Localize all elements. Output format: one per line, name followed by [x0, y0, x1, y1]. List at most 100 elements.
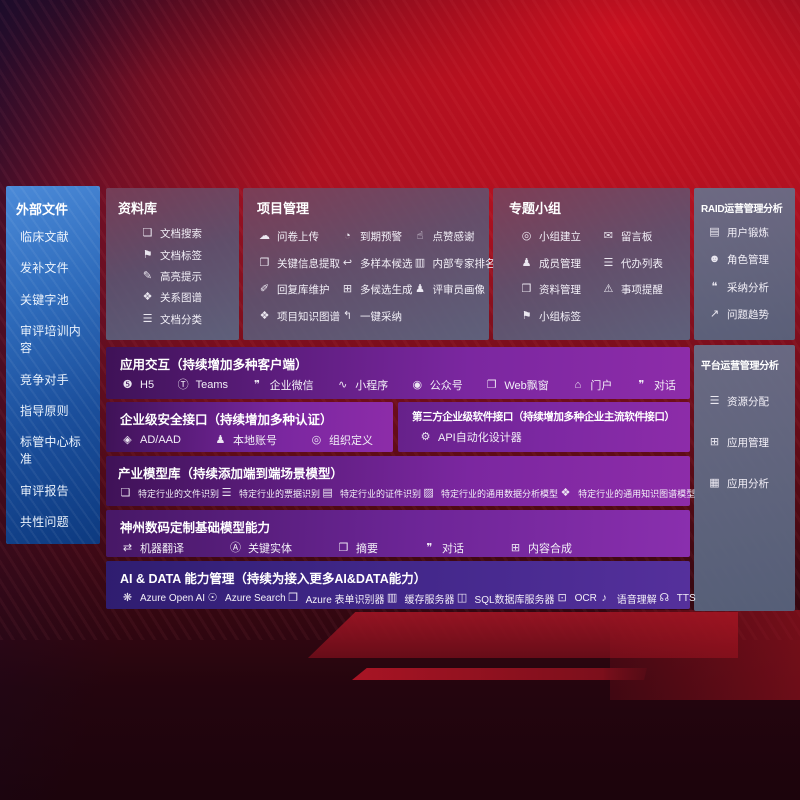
feature-label: 关系图谱: [160, 292, 202, 305]
model-label: 特定行业的证件识别: [340, 488, 422, 499]
doc-tag-icon: ⚑: [142, 248, 153, 261]
tts-icon: ☊: [659, 592, 670, 604]
feature-label: 角色管理: [727, 254, 769, 267]
panel-platform-analysis: 平台运营管理分析 ☰ 资源分配 ⊞ 应用管理 ▦ 应用分析: [694, 345, 795, 611]
service-item: ☊ TTS: [657, 592, 695, 605]
feature-label: 留言板: [620, 230, 653, 243]
portal-icon: ⌂: [574, 378, 582, 391]
row-security-title: 企业级安全接口（持续增加多种认证）: [120, 413, 333, 427]
model-item: ▨ 特定行业的通用数据分析模型: [421, 487, 558, 500]
feature-item: ❖ 关系图谱: [140, 290, 227, 305]
feature-label: 资源分配: [727, 396, 769, 408]
cache-server-icon: ▥: [386, 592, 398, 604]
chat-icon: ❞: [638, 378, 645, 391]
row-ai-data-items: ❋ Azure Open AI ☉ Azure Search ❒ Azure 表…: [120, 591, 696, 607]
model-item: ❖ 特定行业的通用知识图谱模型: [558, 487, 695, 500]
service-label: OCR: [574, 593, 597, 604]
feature-label: 多样本候选: [360, 257, 413, 270]
search-icon: ☉: [207, 592, 218, 604]
feature-label: 评审员画像: [432, 284, 486, 297]
translate-icon: ⇄: [122, 541, 133, 554]
one-click-adopt-icon: ↰: [342, 310, 353, 323]
feature-item: ⚠ 事项提醒: [601, 282, 674, 297]
feature-item: ✐ 回复库维护: [257, 282, 340, 297]
feature-label: 点赞感谢: [432, 230, 475, 243]
knowledge-graph-icon: ❖: [259, 310, 270, 323]
capability-label: 关键实体: [248, 543, 292, 555]
client-item: ∿ 小程序: [335, 377, 388, 393]
row-base-model-items: ⇄ 机器翻译 Ⓐ 关键实体 ❐ 摘要 ❞ 对话 ⊞ 内容合成: [120, 540, 676, 556]
trend-icon: ↗: [709, 307, 720, 320]
panel-project-management: 项目管理 ☁ 问卷上传 ◔ 到期预警 ☝ 点赞感谢 ❐ 关键信息提取 ↩ 多样本…: [243, 188, 496, 340]
client-label: Teams: [195, 379, 229, 391]
external-files-sidebar: 外部文件 临床文献 发补文件 关键字池 审评培训内容 竞争对手 指导原则 标管中心标准 审评报…: [6, 186, 100, 544]
panel-repository-title: 资料库: [118, 201, 158, 216]
auth-item: ♟ 本地账号: [213, 432, 277, 448]
file-recog-icon: ❏: [120, 486, 131, 499]
feature-label: 采纳分析: [727, 281, 769, 294]
integration-item: ⚙ API自动化设计器: [418, 429, 522, 445]
client-label: 企业微信: [269, 380, 314, 392]
model-label: 特定行业的通用数据分析模型: [441, 488, 559, 499]
feature-label: 代办列表: [620, 257, 663, 270]
sidebar-item: 共性问题: [20, 515, 69, 529]
feature-item: ◎ 小组建立: [519, 229, 601, 244]
speech-icon: ♪: [601, 592, 608, 604]
due-warning-icon: ◔: [344, 229, 351, 242]
row-base-model-capability: 神州数码定制基础模型能力 ⇄ 机器翻译 Ⓐ 关键实体 ❐ 摘要 ❞ 对话 ⊞ 内…: [106, 510, 690, 557]
todo-list-icon: ☰: [603, 256, 614, 269]
feature-item: ❏ 文档搜索: [140, 226, 227, 241]
panel-repository-items: ❏ 文档搜索 ⚑ 文档标签 ✎ 高亮提示 ❖ 关系图谱 ☰ 文档分类: [118, 223, 227, 330]
row-thirdparty-title: 第三方企业级软件接口（持续增加多种企业主流软件接口）: [412, 411, 675, 423]
feature-item: ❐ 关键信息提取: [257, 256, 340, 271]
feature-item: ↗ 问题趋势: [707, 307, 788, 322]
feature-item: ✎ 高亮提示: [140, 269, 227, 284]
feature-item: ♟ 评审员画像: [413, 282, 496, 297]
feature-item: ☻ 角色管理: [707, 252, 788, 267]
role-manage-icon: ☻: [708, 253, 721, 266]
feature-item: ▦ 应用分析: [707, 476, 788, 491]
capability-label: 对话: [442, 543, 464, 555]
service-label: SQL数据库服务器: [474, 595, 555, 606]
doc-search-icon: ❏: [142, 227, 153, 240]
feature-label: 文档搜索: [160, 228, 202, 241]
sidebar-item: 发补文件: [20, 261, 69, 276]
sql-server-icon: ◫: [456, 592, 468, 604]
panel-project-items: ☁ 问卷上传 ◔ 到期预警 ☝ 点赞感谢 ❐ 关键信息提取 ↩ 多样本候选 ▥ …: [257, 223, 496, 330]
compose-icon: ⊞: [510, 541, 521, 554]
feature-item: ❒ 资料管理: [519, 282, 601, 297]
sidebar-item: 临床文献: [20, 230, 69, 244]
feature-item: ☰ 文档分类: [140, 312, 227, 327]
feature-item: ☁ 问卷上传: [257, 229, 340, 244]
feature-item: ✉ 留言板: [601, 229, 674, 244]
service-label: Azure 表单识别器: [305, 595, 385, 606]
client-item: ❐ Web飘窗: [484, 377, 549, 393]
capability-item: ❞ 对话: [422, 540, 464, 556]
openai-icon: ❋: [122, 592, 133, 604]
feature-label: 资料管理: [539, 284, 581, 297]
wechat-work-icon: ❞: [254, 378, 261, 391]
service-label: 缓存服务器: [404, 595, 455, 606]
panel-platform-title: 平台运营管理分析: [701, 361, 779, 372]
service-label: 语音理解: [616, 595, 657, 606]
feature-label: 应用分析: [727, 478, 769, 490]
panel-raid-title: RAID运营管理分析: [701, 204, 783, 215]
data-model-icon: ▨: [423, 486, 434, 499]
model-item: ☰ 特定行业的票据识别: [219, 487, 320, 500]
resource-alloc-icon: ☰: [709, 395, 720, 407]
user-card-icon: ▤: [709, 226, 720, 239]
sidebar-item: 指导原则: [20, 403, 69, 418]
client-item: ❞ 企业微信: [250, 377, 314, 393]
auth-item: ◎ 组织定义: [309, 432, 373, 448]
capability-item: ⇄ 机器翻译: [120, 540, 184, 556]
sidebar-item: 标管中心标准: [20, 435, 82, 467]
integration-label: API自动化设计器: [438, 432, 522, 444]
panel-platform-items: ☰ 资源分配 ⊞ 应用管理 ▦ 应用分析: [701, 394, 788, 491]
capability-label: 机器翻译: [140, 543, 184, 555]
feature-label: 关键信息提取: [277, 257, 340, 270]
feature-item: ⊞ 应用管理: [707, 435, 788, 450]
summary-icon: ❐: [338, 541, 349, 554]
client-label: Web飘窗: [504, 380, 549, 392]
panel-project-title: 项目管理: [257, 201, 310, 216]
